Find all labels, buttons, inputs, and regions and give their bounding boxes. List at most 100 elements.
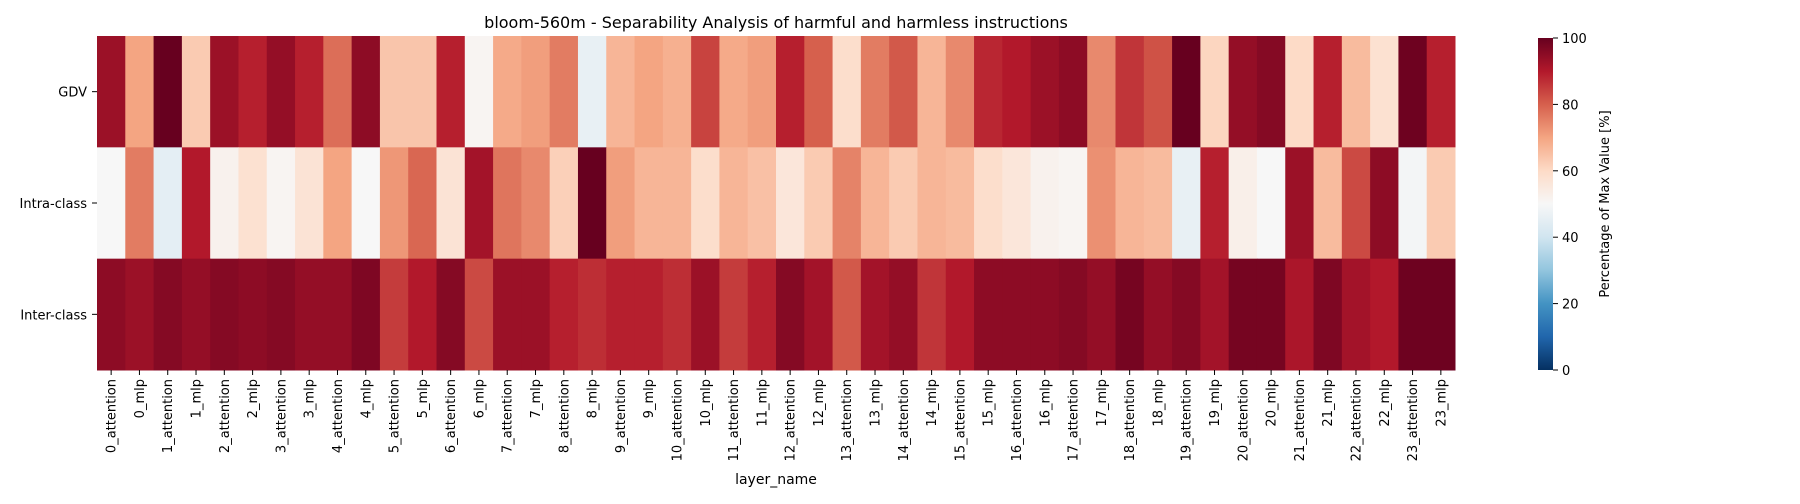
heatmap-cell xyxy=(1398,258,1428,371)
heatmap-cell xyxy=(238,147,268,260)
x-tick-label: 7_mlp xyxy=(529,379,544,418)
heatmap-cell xyxy=(1341,258,1371,371)
x-tick-label: 17_attention xyxy=(1067,379,1082,461)
heatmap-cell xyxy=(634,147,664,260)
heatmap-cell xyxy=(1285,147,1315,260)
x-tick-label: 18_attention xyxy=(1123,379,1138,461)
x-tick-label: 5_attention xyxy=(388,379,403,453)
heatmap-cell xyxy=(917,147,947,260)
heatmap-cell xyxy=(1370,147,1399,260)
heatmap-cell xyxy=(153,258,183,371)
x-tick-label: 11_mlp xyxy=(755,379,770,427)
heatmap-cell xyxy=(351,258,381,371)
heatmap-cell xyxy=(153,36,183,148)
heatmap-cell xyxy=(1200,36,1230,148)
heatmap-cell xyxy=(860,36,890,148)
heatmap-cell xyxy=(1143,36,1173,148)
heatmap-cell xyxy=(832,36,862,148)
colorbar-gradient xyxy=(1538,38,1553,370)
column-labels: 0_attention 0_mlp 1_attention 1_mlp 2_attent… xyxy=(105,370,1449,461)
heatmap-cell xyxy=(436,147,466,260)
heatmap-cell xyxy=(747,36,777,148)
heatmap-cell xyxy=(634,36,664,148)
x-tick-label: 1_mlp xyxy=(190,379,205,418)
heatmap-cell xyxy=(776,147,805,260)
heatmap-cell xyxy=(238,258,268,371)
heatmap-cell xyxy=(1228,258,1258,371)
x-tick-label: 21_attention xyxy=(1293,379,1308,461)
heatmap-cell xyxy=(1285,36,1315,148)
heatmap-cell xyxy=(577,147,607,260)
heatmap-cell xyxy=(351,147,381,260)
heatmap-cell xyxy=(97,147,126,260)
heatmap-cell xyxy=(832,147,862,260)
heatmap-cell xyxy=(1370,258,1399,371)
heatmap-cell xyxy=(1426,258,1456,371)
heatmap-cell xyxy=(1058,36,1088,148)
heatmap-cell xyxy=(804,258,834,371)
heatmap-cell xyxy=(606,147,636,260)
heatmap-cell xyxy=(1058,147,1088,260)
heatmap-cell xyxy=(549,36,579,148)
heatmap-cell xyxy=(1313,258,1343,371)
heatmap-cell xyxy=(889,36,918,148)
heatmap-cell xyxy=(776,36,805,148)
heatmap-cell xyxy=(634,258,664,371)
heatmap-cell xyxy=(1172,147,1201,260)
colorbar: 0 20 40 60 80 100 Percentage of Max Value [%] xyxy=(1538,32,1613,379)
heatmap-cell xyxy=(521,147,551,260)
heatmap-cell xyxy=(323,147,353,260)
heatmap-cell xyxy=(1030,147,1060,260)
x-tick-label: 11_attention xyxy=(727,379,742,461)
x-tick-label: 15_attention xyxy=(953,379,968,461)
heatmap-cell xyxy=(945,36,975,148)
heatmap-cell xyxy=(662,147,692,260)
x-tick-label: 13_attention xyxy=(840,379,855,461)
heatmap-cell xyxy=(1200,147,1230,260)
heatmap-cell xyxy=(181,147,211,260)
x-tick-label: 21_mlp xyxy=(1321,379,1336,427)
heatmap-cell xyxy=(1172,36,1201,148)
x-tick-label: 3_mlp xyxy=(303,379,318,418)
heatmap-cell xyxy=(266,36,296,148)
heatmap-cell xyxy=(1143,258,1173,371)
heatmap-cell xyxy=(917,36,947,148)
row-labels: GDV Intra-class Inter-class xyxy=(20,86,97,323)
heatmap-cell xyxy=(719,258,749,371)
heatmap-cell xyxy=(747,147,777,260)
x-tick-label: 20_attention xyxy=(1236,379,1251,461)
heatmap-cell xyxy=(464,147,494,260)
x-tick-label: 22_attention xyxy=(1349,379,1364,461)
x-tick-label: 7_attention xyxy=(501,379,516,453)
x-tick-label: 2_mlp xyxy=(246,379,261,418)
x-tick-label: 2_attention xyxy=(218,379,233,453)
heatmap-cell xyxy=(1030,36,1060,148)
heatmap-cell xyxy=(1172,258,1201,371)
heatmap-cell xyxy=(1285,258,1315,371)
x-tick-label: 4_mlp xyxy=(359,379,374,418)
heatmap-cell xyxy=(1228,147,1258,260)
heatmap-cell xyxy=(974,147,1003,260)
heatmap-cell xyxy=(1115,36,1145,148)
heatmap-cell xyxy=(323,36,353,148)
heatmap-cell xyxy=(889,258,918,371)
heatmap-cell xyxy=(464,258,494,371)
heatmap-cell xyxy=(210,258,239,371)
y-tick-label: GDV xyxy=(58,86,87,101)
heatmap-cell xyxy=(662,258,692,371)
heatmap-cell xyxy=(493,147,522,260)
colorbar-tick-label: 40 xyxy=(1562,231,1579,246)
x-tick-label: 6_mlp xyxy=(472,379,487,418)
x-tick-label: 12_mlp xyxy=(812,379,827,427)
heatmap-cell xyxy=(1313,147,1343,260)
heatmap-cell xyxy=(436,36,466,148)
heatmap-cell xyxy=(577,36,607,148)
heatmap-cell xyxy=(408,147,437,260)
colorbar-tick-label: 100 xyxy=(1562,32,1587,47)
heatmap-cell xyxy=(804,147,834,260)
heatmap-cell xyxy=(662,36,692,148)
heatmap-cell xyxy=(860,258,890,371)
x-tick-label: 17_mlp xyxy=(1095,379,1110,427)
heatmap-cell xyxy=(691,147,720,260)
